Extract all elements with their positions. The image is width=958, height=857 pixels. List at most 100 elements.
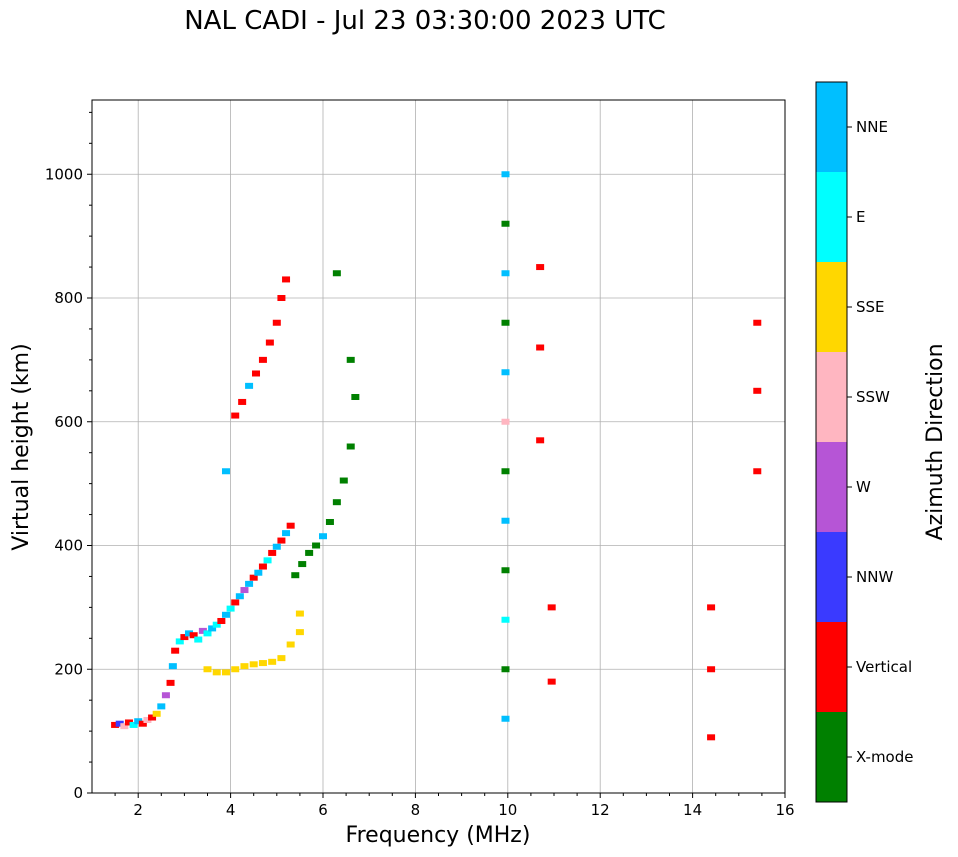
data-point (221, 669, 230, 676)
data-point (501, 468, 510, 475)
data-point (295, 629, 304, 636)
data-point (157, 703, 166, 710)
colorbar: X-mode Vertical NNW W SSW SSE E NNE (815, 81, 913, 803)
data-point (152, 710, 161, 717)
data-point (185, 630, 194, 637)
colorbar-title: Azimuth Direction (923, 343, 948, 540)
data-marks (111, 171, 762, 741)
data-point (501, 319, 510, 326)
data-point (536, 344, 545, 351)
data-point (166, 679, 175, 686)
y-axis: 0 200 400 600 800 1000 (45, 111, 92, 802)
data-point (254, 569, 263, 576)
colorbar-swatch (816, 262, 847, 352)
data-point (231, 666, 240, 673)
colorbar-swatch (816, 172, 847, 262)
data-point (212, 621, 221, 628)
data-point (332, 270, 341, 277)
colorbar-label: SSE (856, 298, 885, 316)
data-point (120, 723, 129, 730)
data-point (231, 599, 240, 606)
data-point (240, 587, 249, 594)
data-point (319, 533, 327, 540)
data-point (175, 638, 184, 645)
data-point (143, 716, 152, 723)
data-point (238, 398, 247, 405)
series-vertical-columns (536, 264, 762, 741)
data-point (501, 567, 510, 574)
x-tick-label: 12 (591, 801, 610, 819)
data-point (221, 468, 230, 475)
data-point (134, 718, 143, 725)
data-point (305, 549, 314, 556)
data-point (272, 543, 281, 550)
data-point (180, 634, 189, 641)
data-point (295, 610, 304, 617)
x-axis: 2 4 6 8 10 12 14 16 (114, 793, 795, 819)
data-point (221, 611, 230, 618)
data-point (124, 719, 133, 726)
data-point (115, 720, 124, 727)
data-point (277, 295, 286, 301)
colorbar-swatch (816, 532, 847, 622)
data-point (325, 518, 334, 525)
data-point (249, 661, 258, 668)
data-point (332, 499, 341, 506)
data-point (245, 382, 254, 389)
data-point (217, 617, 226, 624)
data-point (501, 418, 510, 425)
data-point (138, 720, 147, 727)
colorbar-label: X-mode (856, 748, 913, 766)
data-point (298, 561, 307, 568)
data-point (249, 574, 258, 581)
data-point (240, 663, 249, 670)
data-point (536, 264, 545, 271)
colorbar-swatch (816, 82, 847, 172)
colorbar-frame (815, 81, 848, 803)
data-point (346, 443, 355, 450)
data-point (208, 625, 217, 632)
data-point (194, 636, 203, 643)
data-point (129, 721, 138, 728)
colorbar-swatch (816, 442, 847, 532)
colorbar-swatch (816, 712, 847, 802)
data-point (245, 580, 254, 587)
data-point (707, 666, 716, 673)
colorbar-swatch (816, 622, 847, 712)
y-tick-label: 1000 (45, 165, 83, 183)
colorbar-label: NNE (856, 118, 888, 136)
x-tick-label: 2 (133, 801, 143, 819)
data-point (707, 604, 716, 611)
y-tick-label: 800 (54, 289, 83, 307)
y-tick-label: 200 (54, 660, 83, 678)
data-point (263, 557, 272, 564)
data-point (501, 517, 510, 524)
x-tick-label: 14 (683, 801, 702, 819)
colorbar-label: W (856, 478, 871, 496)
data-point (268, 549, 277, 556)
x-tick-label: 10 (498, 801, 517, 819)
data-point (547, 604, 556, 611)
data-point (286, 522, 295, 529)
x-tick-label: 16 (775, 801, 794, 819)
data-point (198, 627, 207, 634)
x-tick-label: 4 (226, 801, 236, 819)
data-point (265, 339, 274, 346)
data-point (148, 714, 157, 721)
data-point (346, 356, 355, 363)
colorbar-label: SSW (856, 388, 890, 406)
data-point (203, 630, 212, 637)
data-point (547, 678, 556, 685)
data-point (351, 394, 360, 400)
data-point (231, 412, 240, 419)
data-point (189, 632, 198, 639)
series-10MHz-column (501, 171, 510, 722)
data-point (235, 593, 244, 600)
data-point (501, 270, 510, 277)
colorbar-label: Vertical (856, 658, 912, 676)
data-point (536, 437, 545, 444)
x-axis-label: Frequency (MHz) (346, 823, 531, 848)
data-point (282, 276, 291, 283)
data-point (291, 572, 300, 579)
